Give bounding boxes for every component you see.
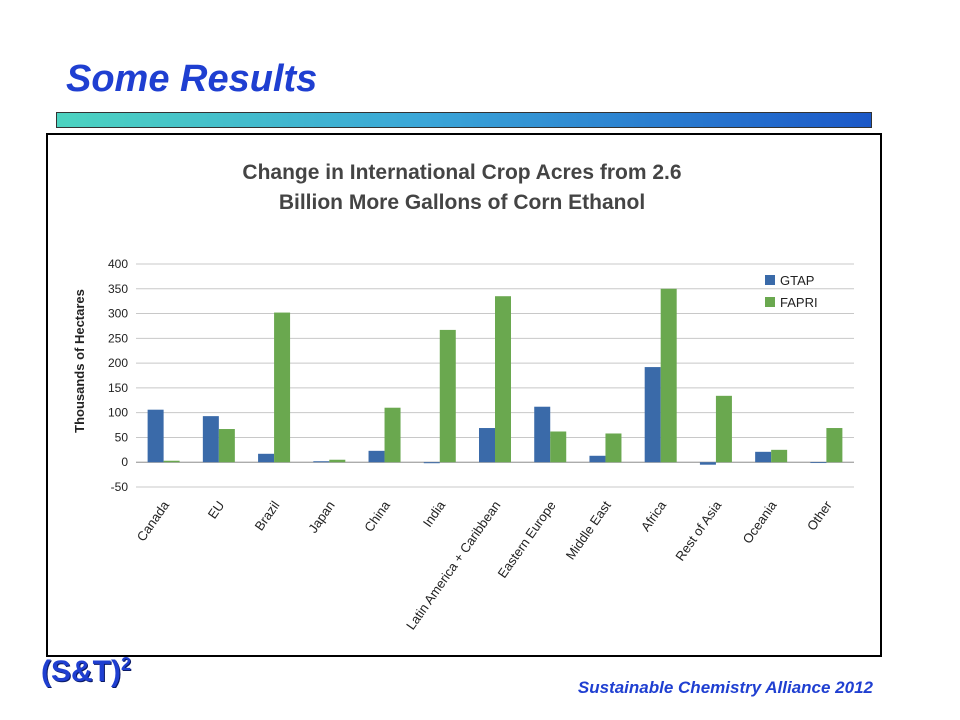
bar-gtap	[534, 406, 551, 463]
y-tick-label: 250	[108, 331, 128, 345]
x-tick-label: Latin America + Caribbean	[403, 498, 503, 632]
legend-swatch-fapri	[765, 297, 775, 307]
bar-fapri	[274, 312, 291, 463]
y-tick-label: 400	[108, 257, 128, 271]
chart-title: Change in International Crop Acres from …	[242, 161, 681, 214]
crop-acres-bar-chart: Change in International Crop Acres from …	[72, 161, 854, 633]
y-tick-label: 0	[121, 455, 128, 469]
bar-gtap	[147, 409, 164, 463]
bar-fapri	[329, 459, 346, 463]
chart-title-line: Billion More Gallons of Corn Ethanol	[279, 191, 645, 214]
bar-fapri	[550, 431, 567, 463]
chart-title-line: Change in International Crop Acres from …	[242, 161, 681, 184]
y-tick-label: 200	[108, 356, 128, 370]
legend-label-gtap: GTAP	[780, 273, 814, 288]
bar-fapri	[605, 433, 622, 463]
bar-gtap	[368, 450, 385, 463]
y-tick-label: -50	[111, 480, 129, 494]
bar-fapri	[495, 296, 511, 463]
y-tick-label: 50	[115, 430, 129, 444]
y-axis-label: Thousands of Hectares	[72, 289, 87, 433]
x-tick-label: Oceania	[740, 497, 781, 546]
bar-gtap	[589, 455, 606, 463]
x-tick-label: China	[361, 497, 393, 534]
x-tick-label: Middle East	[563, 498, 614, 563]
y-tick-label: 100	[108, 406, 128, 420]
chart-legend: GTAP FAPRI	[765, 273, 818, 310]
x-tick-label: EU	[205, 498, 228, 521]
logo-superscript: 2	[120, 654, 131, 674]
bar-fapri	[218, 429, 235, 463]
slide-title: Some Results	[66, 58, 318, 100]
x-tick-label: India	[420, 497, 449, 529]
x-tick-label: Eastern Europe	[495, 498, 559, 581]
bar-gtap	[699, 462, 716, 465]
x-tick-label: Brazil	[252, 498, 283, 533]
footer-text: Sustainable Chemistry Alliance 2012	[577, 678, 873, 697]
bar-gtap	[810, 462, 827, 464]
bar-fapri	[660, 288, 677, 463]
bar-gtap	[644, 367, 661, 463]
bar-fapri	[163, 460, 180, 463]
logo-text: (S&T)	[41, 655, 121, 688]
x-tick-label: Japan	[305, 498, 338, 536]
bar-fapri	[826, 428, 843, 463]
bar-gtap	[202, 416, 219, 463]
chart-frame: Change in International Crop Acres from …	[46, 133, 882, 657]
x-tick-label: Africa	[638, 497, 670, 533]
x-tick-label: Rest of Asia	[672, 497, 725, 563]
x-tick-label: Canada	[134, 497, 173, 544]
bar-fapri	[439, 329, 456, 463]
y-tick-label: 150	[108, 381, 128, 395]
bar-gtap	[755, 451, 772, 463]
y-tick-label: 300	[108, 307, 128, 321]
bar-gtap	[423, 462, 440, 464]
legend-label-fapri: FAPRI	[780, 295, 818, 310]
bar-gtap	[258, 453, 275, 463]
bar-fapri	[715, 395, 732, 463]
x-tick-label: Other	[804, 498, 835, 534]
bar-fapri	[384, 407, 401, 463]
legend-swatch-gtap	[765, 275, 775, 285]
y-tick-label: 350	[108, 282, 128, 296]
alliance-logo: (S&T)2	[41, 654, 131, 689]
title-divider-bar	[56, 112, 872, 128]
bar-fapri	[771, 449, 788, 463]
bar-gtap	[313, 461, 330, 463]
bar-gtap	[479, 428, 495, 463]
